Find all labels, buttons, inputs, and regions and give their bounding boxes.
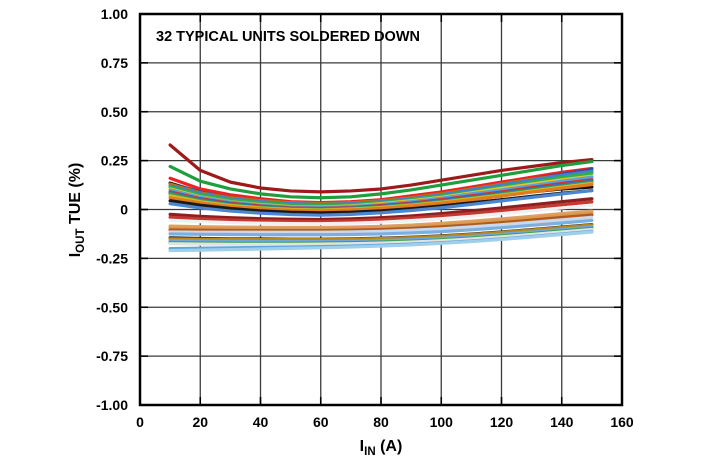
data-series-line [168, 211, 594, 231]
y-axis-label: IOUT TUE (%) [67, 163, 87, 258]
data-series-line [168, 227, 594, 246]
y-tick-label: 0.75 [101, 55, 128, 71]
y-tick-label: 0 [120, 202, 128, 218]
series-clip-group [168, 143, 594, 253]
data-series-line [168, 203, 594, 226]
x-tick-label: 40 [253, 414, 269, 430]
y-tick-label: 1.00 [101, 6, 128, 22]
x-axis-label-sub: IN [364, 446, 376, 458]
x-tick-label: 60 [313, 414, 329, 430]
data-series-line [168, 200, 594, 224]
y-tick-label: 0.25 [101, 153, 128, 169]
y-axis-label-sub: OUT [75, 229, 87, 253]
y-tick-labels: -1.00 -0.75 -0.50 -0.25 0 0.25 0.50 0.75 1.00 [96, 6, 128, 413]
x-tick-label: 0 [136, 414, 144, 430]
data-series-layer [168, 143, 594, 253]
y-axis-label-rest: TUE (%) [67, 163, 84, 229]
y-tick-label: -0.75 [96, 348, 128, 364]
data-series-line [168, 143, 594, 194]
svg-text:IIN (A): IIN (A) [360, 438, 403, 458]
axis-ticks [139, 13, 623, 406]
x-tick-labels: 0 20 40 60 80 100 120 140 160 [136, 414, 634, 430]
y-axis-label-main: I [67, 253, 84, 257]
y-tick-label: -1.00 [96, 397, 128, 413]
x-tick-label: 160 [610, 414, 634, 430]
x-tick-label: 120 [490, 414, 514, 430]
data-series-line [168, 182, 594, 213]
data-series-line [168, 223, 594, 242]
data-series-line [168, 230, 594, 253]
data-series-line [168, 160, 594, 200]
y-tick-label: -0.50 [96, 299, 128, 315]
y-tick-label: -0.25 [96, 250, 128, 266]
x-axis-label-unit: (A) [376, 438, 403, 455]
y-tick-label: 0.50 [101, 104, 128, 120]
data-series-line [168, 188, 594, 217]
svg-text:IOUT TUE (%): IOUT TUE (%) [67, 163, 87, 258]
x-tick-label: 100 [430, 414, 454, 430]
x-tick-label: 140 [550, 414, 574, 430]
chart-annotation: 32 TYPICAL UNITS SOLDERED DOWN [156, 29, 420, 45]
data-series-line [168, 197, 594, 222]
x-tick-label: 20 [192, 414, 208, 430]
data-series-line [168, 218, 594, 237]
data-series-line [168, 213, 594, 233]
x-axis-label-main: I [360, 438, 364, 455]
x-tick-label: 80 [373, 414, 389, 430]
x-axis-label: IIN (A) [360, 438, 403, 458]
data-series-line [168, 215, 594, 234]
